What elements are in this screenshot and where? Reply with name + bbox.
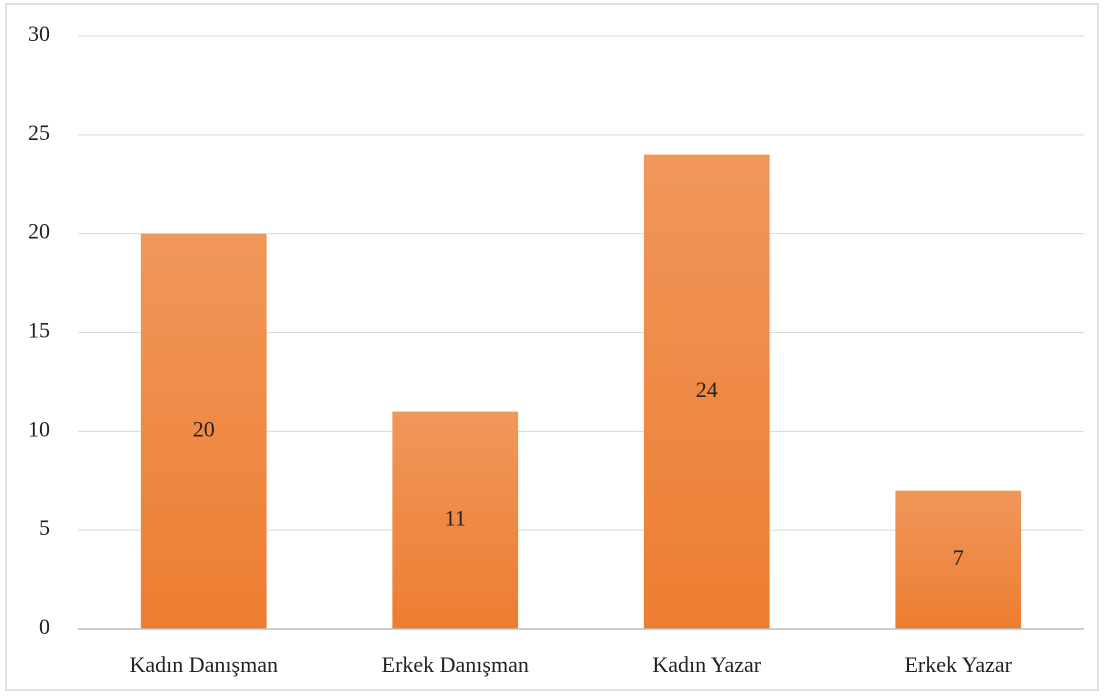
x-tick-label: Kadın Yazar <box>652 652 761 677</box>
bar <box>895 490 1022 629</box>
y-tick-label: 15 <box>28 318 50 343</box>
data-label: 24 <box>696 377 718 402</box>
bar <box>392 411 519 629</box>
y-tick-label: 0 <box>39 614 50 639</box>
x-tick-label: Kadın Danışman <box>130 652 278 677</box>
bar <box>140 233 267 629</box>
data-label: 20 <box>193 416 215 441</box>
x-tick-label: Erkek Yazar <box>904 652 1012 677</box>
y-tick-label: 25 <box>28 120 50 145</box>
x-tick-label: Erkek Danışman <box>382 652 529 677</box>
y-tick-label: 10 <box>28 416 50 441</box>
y-tick-label: 20 <box>28 219 50 244</box>
bar <box>643 154 770 629</box>
data-label: 7 <box>953 545 964 570</box>
y-tick-label: 5 <box>39 515 50 540</box>
data-label: 11 <box>445 505 466 530</box>
y-tick-label: 30 <box>28 21 50 46</box>
